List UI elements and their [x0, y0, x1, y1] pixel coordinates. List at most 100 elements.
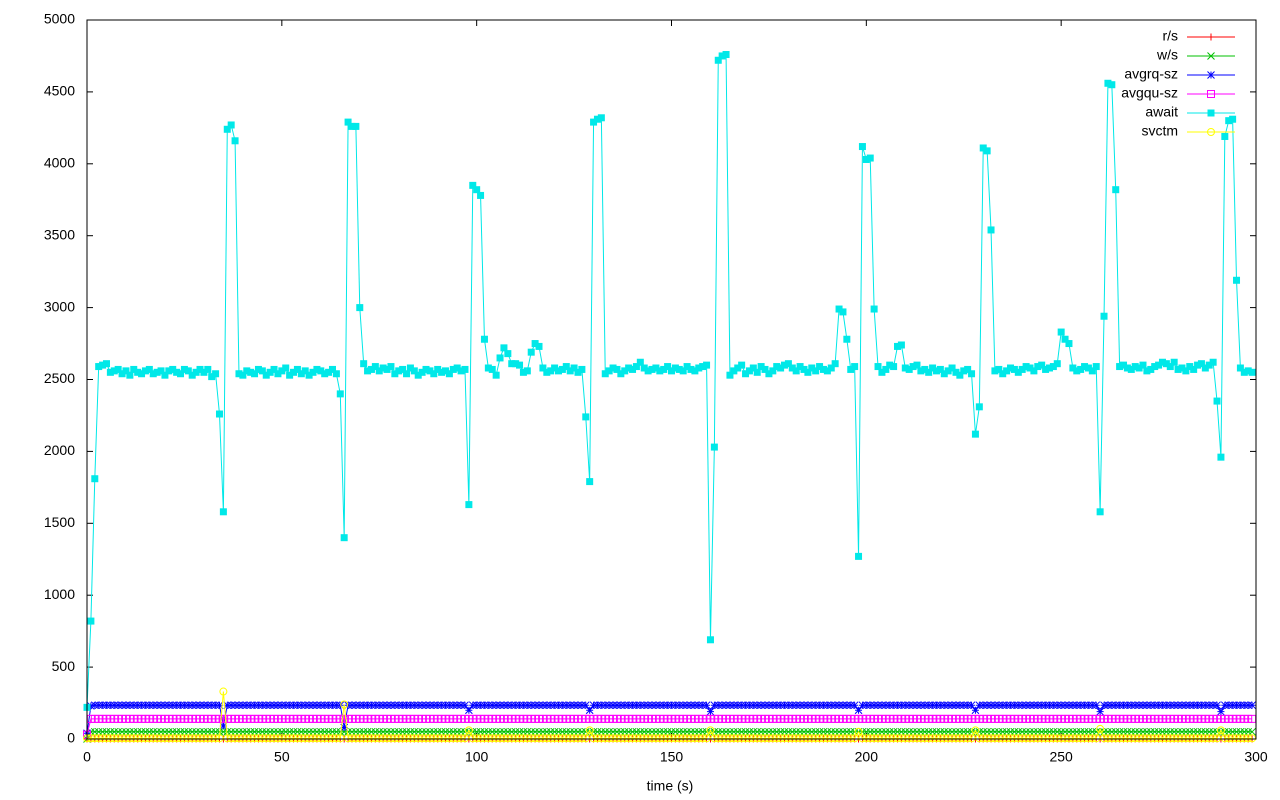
data-point — [426, 701, 434, 710]
data-point — [920, 734, 929, 743]
data-point — [531, 734, 540, 743]
data-point — [512, 360, 520, 368]
data-point — [153, 727, 161, 736]
data-point — [605, 734, 614, 743]
data-point — [1010, 734, 1019, 743]
data-point — [714, 56, 722, 64]
data-point — [472, 701, 481, 710]
data-point — [235, 370, 243, 378]
data-point — [800, 727, 808, 736]
data-point — [1053, 360, 1061, 368]
data-point — [273, 734, 282, 743]
data-point — [772, 701, 781, 710]
data-point — [477, 191, 485, 199]
data-point — [1010, 701, 1019, 710]
data-point — [441, 734, 450, 743]
data-point — [706, 726, 715, 735]
data-point — [1041, 734, 1050, 743]
data-point — [500, 344, 508, 352]
data-point — [1213, 397, 1221, 405]
data-point — [745, 734, 754, 743]
data-point — [866, 734, 875, 743]
data-point — [675, 365, 683, 373]
data-point — [956, 371, 964, 379]
data-point — [644, 727, 652, 736]
data-point — [266, 727, 274, 736]
data-point — [562, 734, 571, 743]
data-point — [698, 701, 707, 710]
data-point — [177, 370, 185, 378]
data-point — [768, 701, 777, 710]
data-point — [831, 734, 840, 743]
data-point — [367, 727, 376, 736]
data-point — [1174, 365, 1182, 373]
data-point — [636, 727, 645, 736]
data-point — [515, 701, 524, 710]
data-point — [313, 727, 321, 736]
data-point — [266, 368, 274, 376]
data-point — [1112, 186, 1120, 194]
data-point — [289, 701, 298, 710]
data-point — [675, 701, 684, 710]
data-point — [1244, 727, 1253, 736]
data-point — [336, 390, 344, 398]
data-point — [827, 734, 836, 743]
data-point — [1030, 367, 1038, 375]
data-point — [1084, 364, 1092, 372]
data-point — [403, 370, 411, 378]
data-point — [655, 701, 664, 710]
data-point — [453, 701, 462, 710]
data-point — [301, 701, 310, 710]
data-point — [438, 368, 446, 376]
data-point — [578, 701, 586, 710]
data-point — [410, 727, 419, 736]
data-point — [855, 552, 863, 560]
data-point — [215, 410, 223, 418]
data-point — [679, 701, 688, 710]
data-point — [508, 360, 516, 368]
data-point — [613, 365, 621, 373]
data-point — [616, 734, 625, 743]
data-point — [1076, 727, 1085, 736]
data-point — [1232, 734, 1241, 743]
data-point — [659, 734, 668, 743]
data-point — [188, 734, 197, 743]
data-point — [305, 727, 313, 736]
data-point — [835, 727, 843, 736]
data-point — [1174, 734, 1183, 743]
data-point — [360, 360, 368, 368]
data-point — [932, 727, 941, 736]
data-point — [547, 367, 555, 375]
data-point — [406, 364, 414, 372]
data-point — [1026, 727, 1034, 736]
data-point — [632, 701, 641, 710]
data-point — [1072, 734, 1081, 743]
legend-label: await — [1145, 104, 1178, 120]
data-point — [909, 734, 918, 743]
data-point — [839, 727, 847, 736]
data-point — [851, 363, 859, 371]
data-point — [410, 734, 419, 743]
data-point — [893, 734, 902, 743]
data-point — [223, 727, 232, 736]
data-point — [511, 701, 520, 710]
data-point — [286, 371, 294, 379]
data-point — [106, 368, 114, 376]
data-point — [231, 701, 239, 710]
data-point — [1190, 365, 1198, 373]
data-point — [293, 701, 302, 710]
data-point — [473, 186, 481, 194]
data-point — [457, 734, 466, 743]
data-point — [290, 368, 298, 376]
data-point — [348, 701, 356, 710]
data-point — [399, 365, 407, 373]
data-point — [469, 181, 477, 189]
data-point — [507, 734, 516, 743]
data-point — [395, 367, 403, 375]
data-point — [1073, 367, 1081, 375]
data-point — [753, 734, 762, 743]
data-point — [472, 727, 481, 736]
data-point — [916, 734, 925, 743]
data-point — [90, 734, 99, 743]
data-point — [168, 701, 177, 710]
